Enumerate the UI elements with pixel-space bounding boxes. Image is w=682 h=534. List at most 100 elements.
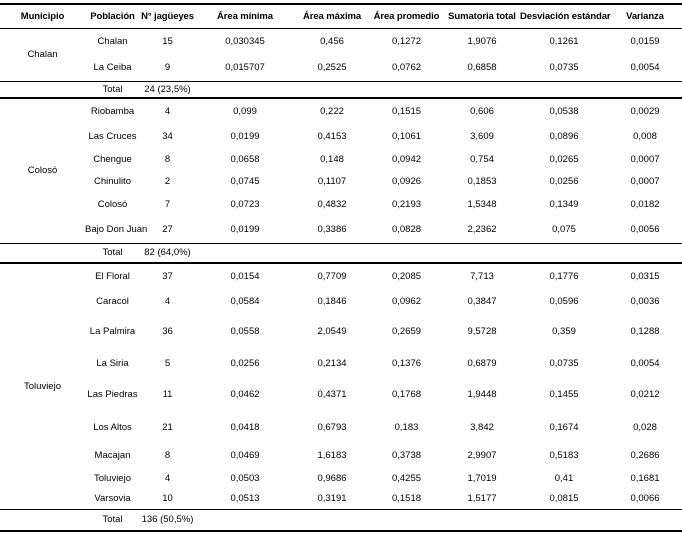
- municipio-cell-empty: [0, 243, 85, 263]
- total-label: Total: [102, 83, 123, 95]
- col-header-varianza: Varianza: [626, 10, 664, 22]
- value-cell: 0,1349: [549, 198, 579, 210]
- poblacion-cell: Chengue: [93, 153, 132, 165]
- value-cell: 0,4832: [317, 198, 347, 210]
- value-cell: 0,606: [470, 106, 494, 117]
- value-cell: 0,1846: [317, 296, 347, 307]
- value-cell: 0,1107: [317, 175, 347, 187]
- value-cell: 0,4255: [391, 472, 422, 484]
- value-cell: 0,2686: [630, 450, 660, 461]
- value-cell: 3,609: [470, 130, 494, 142]
- poblacion-cell: Los Altos: [93, 422, 132, 433]
- table-row: Chinulito 2 0,0745 0,1107 0,0926 0,1853 0,0256…: [0, 170, 682, 192]
- table-row: La Siria 5 0,0256 0,2134 0,1376 0,6879 0,0735 0…: [0, 348, 682, 378]
- value-cell: 0,183: [394, 422, 419, 433]
- value-cell: 0,0503: [230, 472, 260, 484]
- col-header-poblacion: Población: [90, 10, 135, 22]
- value-cell: 0,0962: [391, 296, 422, 307]
- value-cell: 4: [164, 472, 171, 484]
- value-cell: 0,2085: [391, 270, 422, 282]
- table-row: Macajan 8 0,0469 1,6183 0,3738 2,9907 0,5183 0,…: [0, 444, 682, 467]
- value-cell: 8: [164, 153, 171, 165]
- value-cell: 0,1261: [549, 35, 579, 47]
- value-cell: 1,5348: [467, 198, 497, 210]
- value-cell: 0,0538: [549, 106, 579, 117]
- table-row: Los Altos 21 0,0418 0,6793 0,183 3,842 0,1674 0…: [0, 411, 682, 444]
- value-cell: 0,0513: [230, 493, 260, 505]
- value-cell: 0,075: [552, 223, 576, 235]
- value-cell: 0,0896: [549, 130, 579, 142]
- poblacion-cell: Toluviejo: [94, 472, 131, 484]
- value-cell: 2,2362: [467, 223, 497, 235]
- header-row: Municipio Población N° jagüeyes Área mín…: [0, 4, 682, 28]
- value-cell: 0,0154: [230, 270, 260, 282]
- poblacion-cell: Bajo Don Juan: [85, 223, 148, 235]
- total-value: 24 (23,5%): [144, 83, 191, 95]
- statistics-table: Municipio Población N° jagüeyes Área mín…: [0, 3, 682, 532]
- value-cell: 0,5183: [549, 450, 579, 461]
- value-cell: 37: [162, 270, 173, 282]
- value-cell: 0,1681: [630, 472, 660, 484]
- value-cell: 0,2525: [317, 61, 347, 73]
- table-row: Chalan Chalan 15 0,030345 0,456 0,1272 1,9076 0…: [0, 28, 682, 60]
- value-cell: 1,9448: [467, 389, 497, 400]
- poblacion-cell: Varsovia: [94, 493, 131, 505]
- value-cell: 0,0066: [630, 493, 660, 505]
- value-cell: 0,0315: [630, 270, 660, 282]
- table-row: Las Piedras 11 0,0462 0,4371 0,1768 1,9448 0,1…: [0, 378, 682, 411]
- value-cell: 0,0054: [630, 357, 660, 369]
- poblacion-cell: La Ceiba: [93, 61, 132, 73]
- value-cell: 1,5177: [467, 493, 497, 505]
- value-cell: 0,0558: [230, 326, 260, 337]
- value-cell: 0,0036: [630, 296, 660, 307]
- value-cell: 0,0056: [630, 223, 660, 235]
- value-cell: 0,9686: [317, 472, 347, 484]
- value-cell: 0,028: [633, 422, 657, 433]
- value-cell: 0,1288: [630, 326, 660, 337]
- col-header-sumatoria-total: Sumatoria total: [448, 10, 516, 22]
- value-cell: 4: [164, 296, 171, 307]
- value-cell: 0,4153: [317, 130, 347, 142]
- municipio-cell-empty: [0, 81, 85, 98]
- table-row: Toluviejo El Floral 37 0,0154 0,7709 0,2085 7,…: [0, 263, 682, 392]
- value-cell: 1,6183: [317, 450, 347, 461]
- total-value: 136 (50,5%): [141, 514, 194, 526]
- total-row: Total 82 (64,0%): [0, 243, 682, 263]
- value-cell: 0,015707: [225, 61, 265, 73]
- value-cell: 0,1853: [467, 175, 497, 187]
- value-cell: 36: [162, 326, 173, 337]
- value-cell: 0,4371: [317, 389, 347, 400]
- value-cell: 0,0735: [549, 357, 579, 369]
- total-label: Total: [102, 247, 123, 259]
- value-cell: 0,1518: [391, 493, 422, 505]
- col-header-municipio: Municipio: [20, 10, 65, 22]
- poblacion-cell: Macajan: [94, 450, 131, 461]
- table-row: La Ceiba 9 0,015707 0,2525 0,0762 0,6858 0,073…: [0, 54, 682, 81]
- value-cell: 0,2659: [391, 326, 422, 337]
- value-cell: 0,3191: [317, 493, 347, 505]
- municipio-cell-empty: [0, 509, 85, 531]
- value-cell: 0,0762: [391, 61, 422, 73]
- value-cell: 0,41: [554, 472, 574, 484]
- table-row: Caracol 4 0,0584 0,1846 0,0962 0,3847 0,0596 0,…: [0, 288, 682, 315]
- col-header-desviacion-estandar: Desviación estándar: [520, 10, 611, 22]
- value-cell: 0,1768: [391, 389, 422, 400]
- value-cell: 0,0199: [230, 130, 260, 142]
- value-cell: 0,1674: [549, 422, 579, 433]
- value-cell: 0,0007: [630, 153, 660, 165]
- value-cell: 0,0828: [391, 223, 422, 235]
- value-cell: 0,0007: [630, 175, 660, 187]
- col-header-n-jagueyes: N° jagüeyes: [141, 10, 194, 22]
- total-label: Total: [102, 514, 123, 526]
- value-cell: 0,1272: [391, 35, 422, 47]
- value-cell: 0,0596: [549, 296, 579, 307]
- value-cell: 0,2193: [391, 198, 422, 210]
- total-value: 82 (64,0%): [144, 247, 191, 259]
- table-row: Colosó Riobamba 4 0,099 0,222 0,1515 0,606 0,05…: [0, 98, 682, 176]
- value-cell: 0,1455: [549, 389, 579, 400]
- value-cell: 0,6858: [467, 61, 497, 73]
- poblacion-cell: Caracol: [96, 296, 129, 307]
- value-cell: 7: [164, 198, 171, 210]
- value-cell: 2: [164, 175, 171, 187]
- value-cell: 0,3738: [391, 450, 422, 461]
